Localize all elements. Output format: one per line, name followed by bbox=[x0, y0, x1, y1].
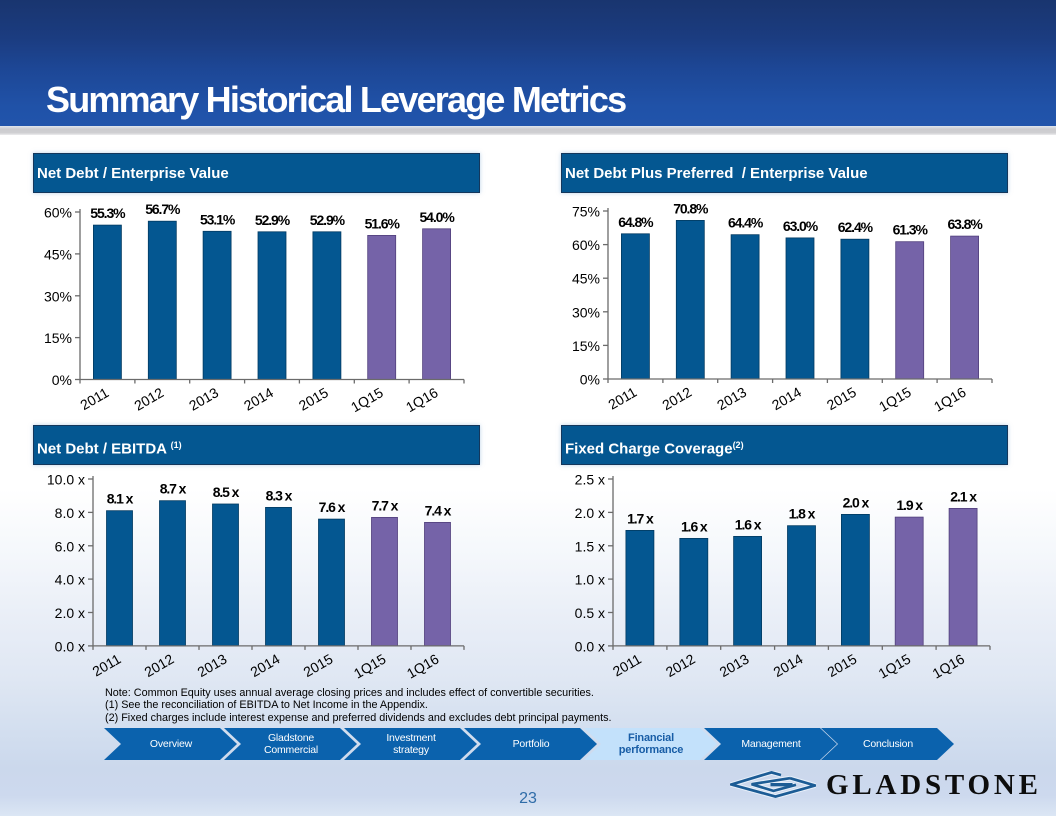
svg-text:2.0 x: 2.0 x bbox=[843, 494, 870, 510]
svg-text:8.5 x: 8.5 x bbox=[213, 484, 240, 500]
svg-text:60%: 60% bbox=[572, 237, 600, 253]
svg-text:75%: 75% bbox=[572, 204, 600, 220]
svg-text:51.6%: 51.6% bbox=[365, 215, 401, 231]
svg-text:2015: 2015 bbox=[296, 384, 331, 414]
svg-text:8.1 x: 8.1 x bbox=[107, 491, 134, 507]
svg-text:8.7 x: 8.7 x bbox=[160, 481, 187, 497]
svg-text:2011: 2011 bbox=[610, 650, 644, 679]
svg-text:62.4%: 62.4% bbox=[838, 219, 874, 235]
svg-text:60%: 60% bbox=[44, 204, 72, 220]
svg-text:53.1%: 53.1% bbox=[200, 211, 236, 227]
svg-text:2013: 2013 bbox=[714, 384, 749, 414]
svg-text:10.0 x: 10.0 x bbox=[47, 471, 85, 487]
svg-text:2.0 x: 2.0 x bbox=[575, 505, 605, 521]
svg-text:1.9 x: 1.9 x bbox=[896, 497, 923, 513]
svg-text:2012: 2012 bbox=[142, 650, 177, 680]
svg-text:8.3 x: 8.3 x bbox=[266, 487, 293, 503]
svg-text:15%: 15% bbox=[44, 330, 72, 346]
svg-text:8.0 x: 8.0 x bbox=[55, 505, 85, 521]
svg-text:45%: 45% bbox=[572, 271, 600, 287]
svg-text:52.9%: 52.9% bbox=[255, 211, 291, 227]
svg-text:63.0%: 63.0% bbox=[783, 218, 819, 234]
svg-text:1Q16: 1Q16 bbox=[403, 384, 441, 415]
svg-text:54.0%: 54.0% bbox=[419, 208, 455, 224]
svg-text:1Q15: 1Q15 bbox=[876, 384, 914, 415]
svg-text:2014: 2014 bbox=[771, 650, 806, 680]
svg-text:2011: 2011 bbox=[605, 384, 639, 413]
svg-text:64.4%: 64.4% bbox=[728, 215, 764, 231]
svg-text:2015: 2015 bbox=[824, 650, 859, 680]
svg-text:1Q15: 1Q15 bbox=[351, 650, 389, 681]
svg-text:1Q16: 1Q16 bbox=[404, 650, 442, 681]
svg-text:1Q15: 1Q15 bbox=[876, 650, 914, 681]
svg-text:2014: 2014 bbox=[241, 384, 276, 414]
svg-text:1.6 x: 1.6 x bbox=[681, 518, 708, 534]
svg-text:30%: 30% bbox=[572, 304, 600, 320]
svg-text:1Q16: 1Q16 bbox=[929, 650, 967, 681]
svg-text:56.7%: 56.7% bbox=[145, 201, 181, 217]
svg-text:1.5 x: 1.5 x bbox=[575, 538, 605, 554]
svg-text:2013: 2013 bbox=[195, 650, 230, 680]
svg-text:2013: 2013 bbox=[186, 384, 221, 414]
svg-text:2015: 2015 bbox=[824, 384, 859, 414]
svg-text:0%: 0% bbox=[580, 372, 600, 388]
svg-text:1Q15: 1Q15 bbox=[348, 384, 386, 415]
svg-text:45%: 45% bbox=[44, 246, 72, 262]
svg-text:2.5 x: 2.5 x bbox=[575, 471, 605, 487]
svg-text:70.8%: 70.8% bbox=[673, 200, 709, 216]
svg-text:0.0 x: 0.0 x bbox=[55, 638, 85, 654]
svg-text:2015: 2015 bbox=[301, 650, 336, 680]
svg-text:1.7 x: 1.7 x bbox=[627, 510, 654, 526]
svg-text:64.8%: 64.8% bbox=[618, 214, 654, 230]
svg-text:2013: 2013 bbox=[717, 650, 752, 680]
svg-text:7.6 x: 7.6 x bbox=[319, 499, 346, 515]
svg-text:2012: 2012 bbox=[659, 384, 694, 414]
svg-text:1.8 x: 1.8 x bbox=[789, 506, 816, 522]
svg-text:2.0 x: 2.0 x bbox=[55, 605, 85, 621]
svg-text:2012: 2012 bbox=[663, 650, 698, 680]
svg-text:55.3%: 55.3% bbox=[90, 205, 126, 221]
svg-text:0.0 x: 0.0 x bbox=[575, 638, 605, 654]
svg-text:2.1 x: 2.1 x bbox=[950, 488, 977, 504]
svg-text:7.4 x: 7.4 x bbox=[425, 502, 452, 518]
svg-text:2014: 2014 bbox=[769, 384, 804, 414]
svg-text:15%: 15% bbox=[572, 338, 600, 354]
svg-text:61.3%: 61.3% bbox=[893, 222, 929, 238]
svg-text:2011: 2011 bbox=[89, 650, 123, 679]
svg-text:1.6 x: 1.6 x bbox=[735, 516, 762, 532]
svg-text:0.5 x: 0.5 x bbox=[575, 605, 605, 621]
svg-text:4.0 x: 4.0 x bbox=[55, 571, 85, 587]
svg-text:0%: 0% bbox=[52, 372, 72, 388]
svg-text:2011: 2011 bbox=[77, 384, 111, 413]
svg-text:7.7 x: 7.7 x bbox=[372, 497, 399, 513]
svg-text:1.0 x: 1.0 x bbox=[575, 571, 605, 587]
svg-text:63.8%: 63.8% bbox=[947, 216, 983, 232]
svg-text:52.9%: 52.9% bbox=[310, 211, 346, 227]
svg-text:1Q16: 1Q16 bbox=[931, 384, 969, 415]
svg-text:2012: 2012 bbox=[131, 384, 166, 414]
svg-text:6.0 x: 6.0 x bbox=[55, 538, 85, 554]
svg-text:2014: 2014 bbox=[248, 650, 283, 680]
svg-text:30%: 30% bbox=[44, 288, 72, 304]
